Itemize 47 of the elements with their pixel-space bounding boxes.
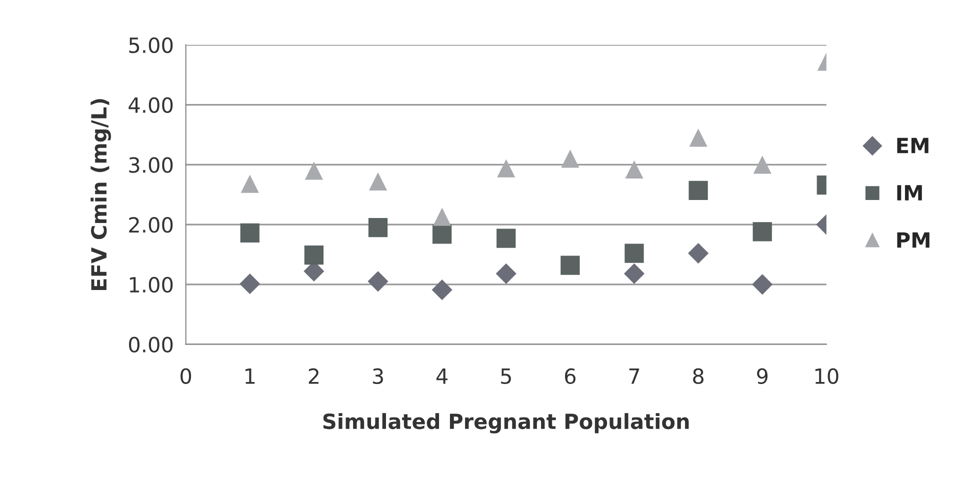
- x-tick-label: 0: [180, 368, 192, 384]
- y-tick-label: 2.00: [129, 217, 173, 233]
- x-tick-label: 7: [629, 368, 640, 384]
- point: [688, 180, 708, 200]
- point: [752, 222, 772, 242]
- y-tick-label: 0.00: [129, 336, 173, 353]
- y-tick-label: 4.00: [128, 97, 173, 113]
- point: [496, 263, 516, 284]
- point: [752, 274, 773, 295]
- point: [496, 228, 516, 248]
- x-tick-label: 3: [372, 368, 383, 384]
- x-tick-label: 2: [308, 368, 318, 384]
- point: [240, 174, 259, 193]
- point: [432, 280, 452, 300]
- point: [304, 246, 324, 265]
- y-tick-label: 1.00: [130, 276, 173, 293]
- x-tick-label: 10: [815, 368, 838, 384]
- point: [625, 160, 644, 179]
- x-tick-label: 5: [501, 368, 511, 384]
- legend-label: IM: [897, 185, 922, 200]
- point: [240, 274, 260, 294]
- point: [368, 218, 388, 238]
- x-axis-title: Simulated Pregnant Population: [323, 413, 689, 434]
- point: [624, 244, 644, 263]
- point: [240, 223, 260, 243]
- y-tick-label: 5.00: [129, 37, 173, 54]
- point: [561, 150, 580, 168]
- point: [433, 208, 452, 226]
- x-tick-label: 9: [757, 368, 768, 384]
- point: [753, 156, 772, 174]
- x-tick-label: 8: [693, 368, 704, 384]
- y-tick-label: 3.00: [129, 157, 173, 173]
- legend-label: PM: [897, 232, 930, 248]
- x-tick-label: 6: [565, 368, 576, 384]
- point: [689, 128, 708, 147]
- point: [688, 242, 709, 264]
- x-tick-label: 1: [246, 368, 255, 384]
- point: [432, 224, 452, 244]
- point: [368, 271, 388, 292]
- x-tick-label: 4: [436, 368, 448, 384]
- point: [560, 256, 580, 275]
- y-axis-title: EFV Cmin (mg/L): [90, 99, 111, 290]
- point: [624, 263, 645, 284]
- point: [497, 159, 516, 178]
- legend-label: EM: [897, 138, 928, 154]
- point: [304, 162, 323, 180]
- point: [368, 172, 388, 190]
